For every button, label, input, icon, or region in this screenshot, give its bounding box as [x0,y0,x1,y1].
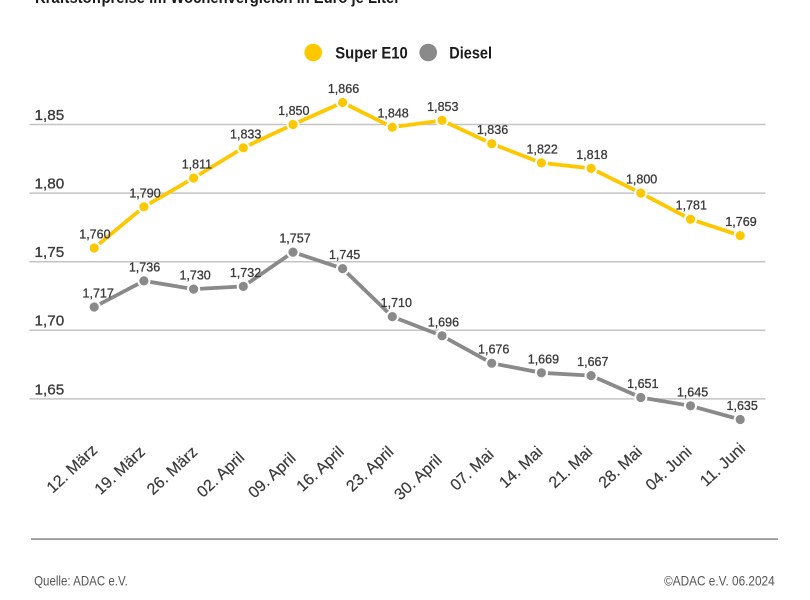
svg-text:1,833: 1,833 [230,127,261,141]
svg-text:1,736: 1,736 [129,260,160,274]
svg-text:1,818: 1,818 [576,148,607,162]
svg-text:1,70: 1,70 [35,313,65,330]
svg-text:1,850: 1,850 [278,104,309,118]
svg-text:1,866: 1,866 [328,82,359,96]
svg-text:1,811: 1,811 [182,158,212,172]
svg-text:1,732: 1,732 [230,266,261,280]
svg-text:1,635: 1,635 [727,399,758,413]
svg-text:1,769: 1,769 [725,215,756,229]
svg-text:1,822: 1,822 [527,142,558,156]
svg-text:1,80: 1,80 [35,176,65,193]
svg-text:1,65: 1,65 [35,381,65,398]
svg-text:1,667: 1,667 [577,355,608,369]
svg-text:1,710: 1,710 [381,296,412,310]
svg-text:1,836: 1,836 [477,123,508,137]
svg-text:1,800: 1,800 [626,173,657,187]
svg-text:1,730: 1,730 [179,269,210,283]
svg-text:Super E10: Super E10 [335,44,408,62]
svg-text:1,781: 1,781 [676,199,707,213]
svg-text:1,848: 1,848 [377,107,408,121]
svg-text:1,853: 1,853 [427,100,458,114]
svg-text:Diesel: Diesel [449,44,492,62]
svg-text:1,790: 1,790 [129,186,160,200]
svg-text:1,645: 1,645 [677,385,708,399]
svg-text:1,745: 1,745 [329,248,360,262]
svg-text:1,75: 1,75 [35,244,65,261]
svg-text:Quelle: ADAC e.V.: Quelle: ADAC e.V. [34,573,128,589]
svg-text:©ADAC e.V. 06.2024: ©ADAC e.V. 06.2024 [664,573,775,589]
svg-text:1,757: 1,757 [279,232,310,246]
svg-text:1,676: 1,676 [478,343,509,357]
svg-text:1,669: 1,669 [528,352,559,366]
svg-text:1,85: 1,85 [35,107,65,124]
svg-text:1,760: 1,760 [79,228,110,242]
svg-text:1,651: 1,651 [627,377,658,391]
svg-text:1,696: 1,696 [428,315,459,329]
svg-text:Kraftstoffpreise im Wochenverg: Kraftstoffpreise im Wochenvergleich in E… [35,0,400,7]
svg-text:1,717: 1,717 [83,287,114,301]
